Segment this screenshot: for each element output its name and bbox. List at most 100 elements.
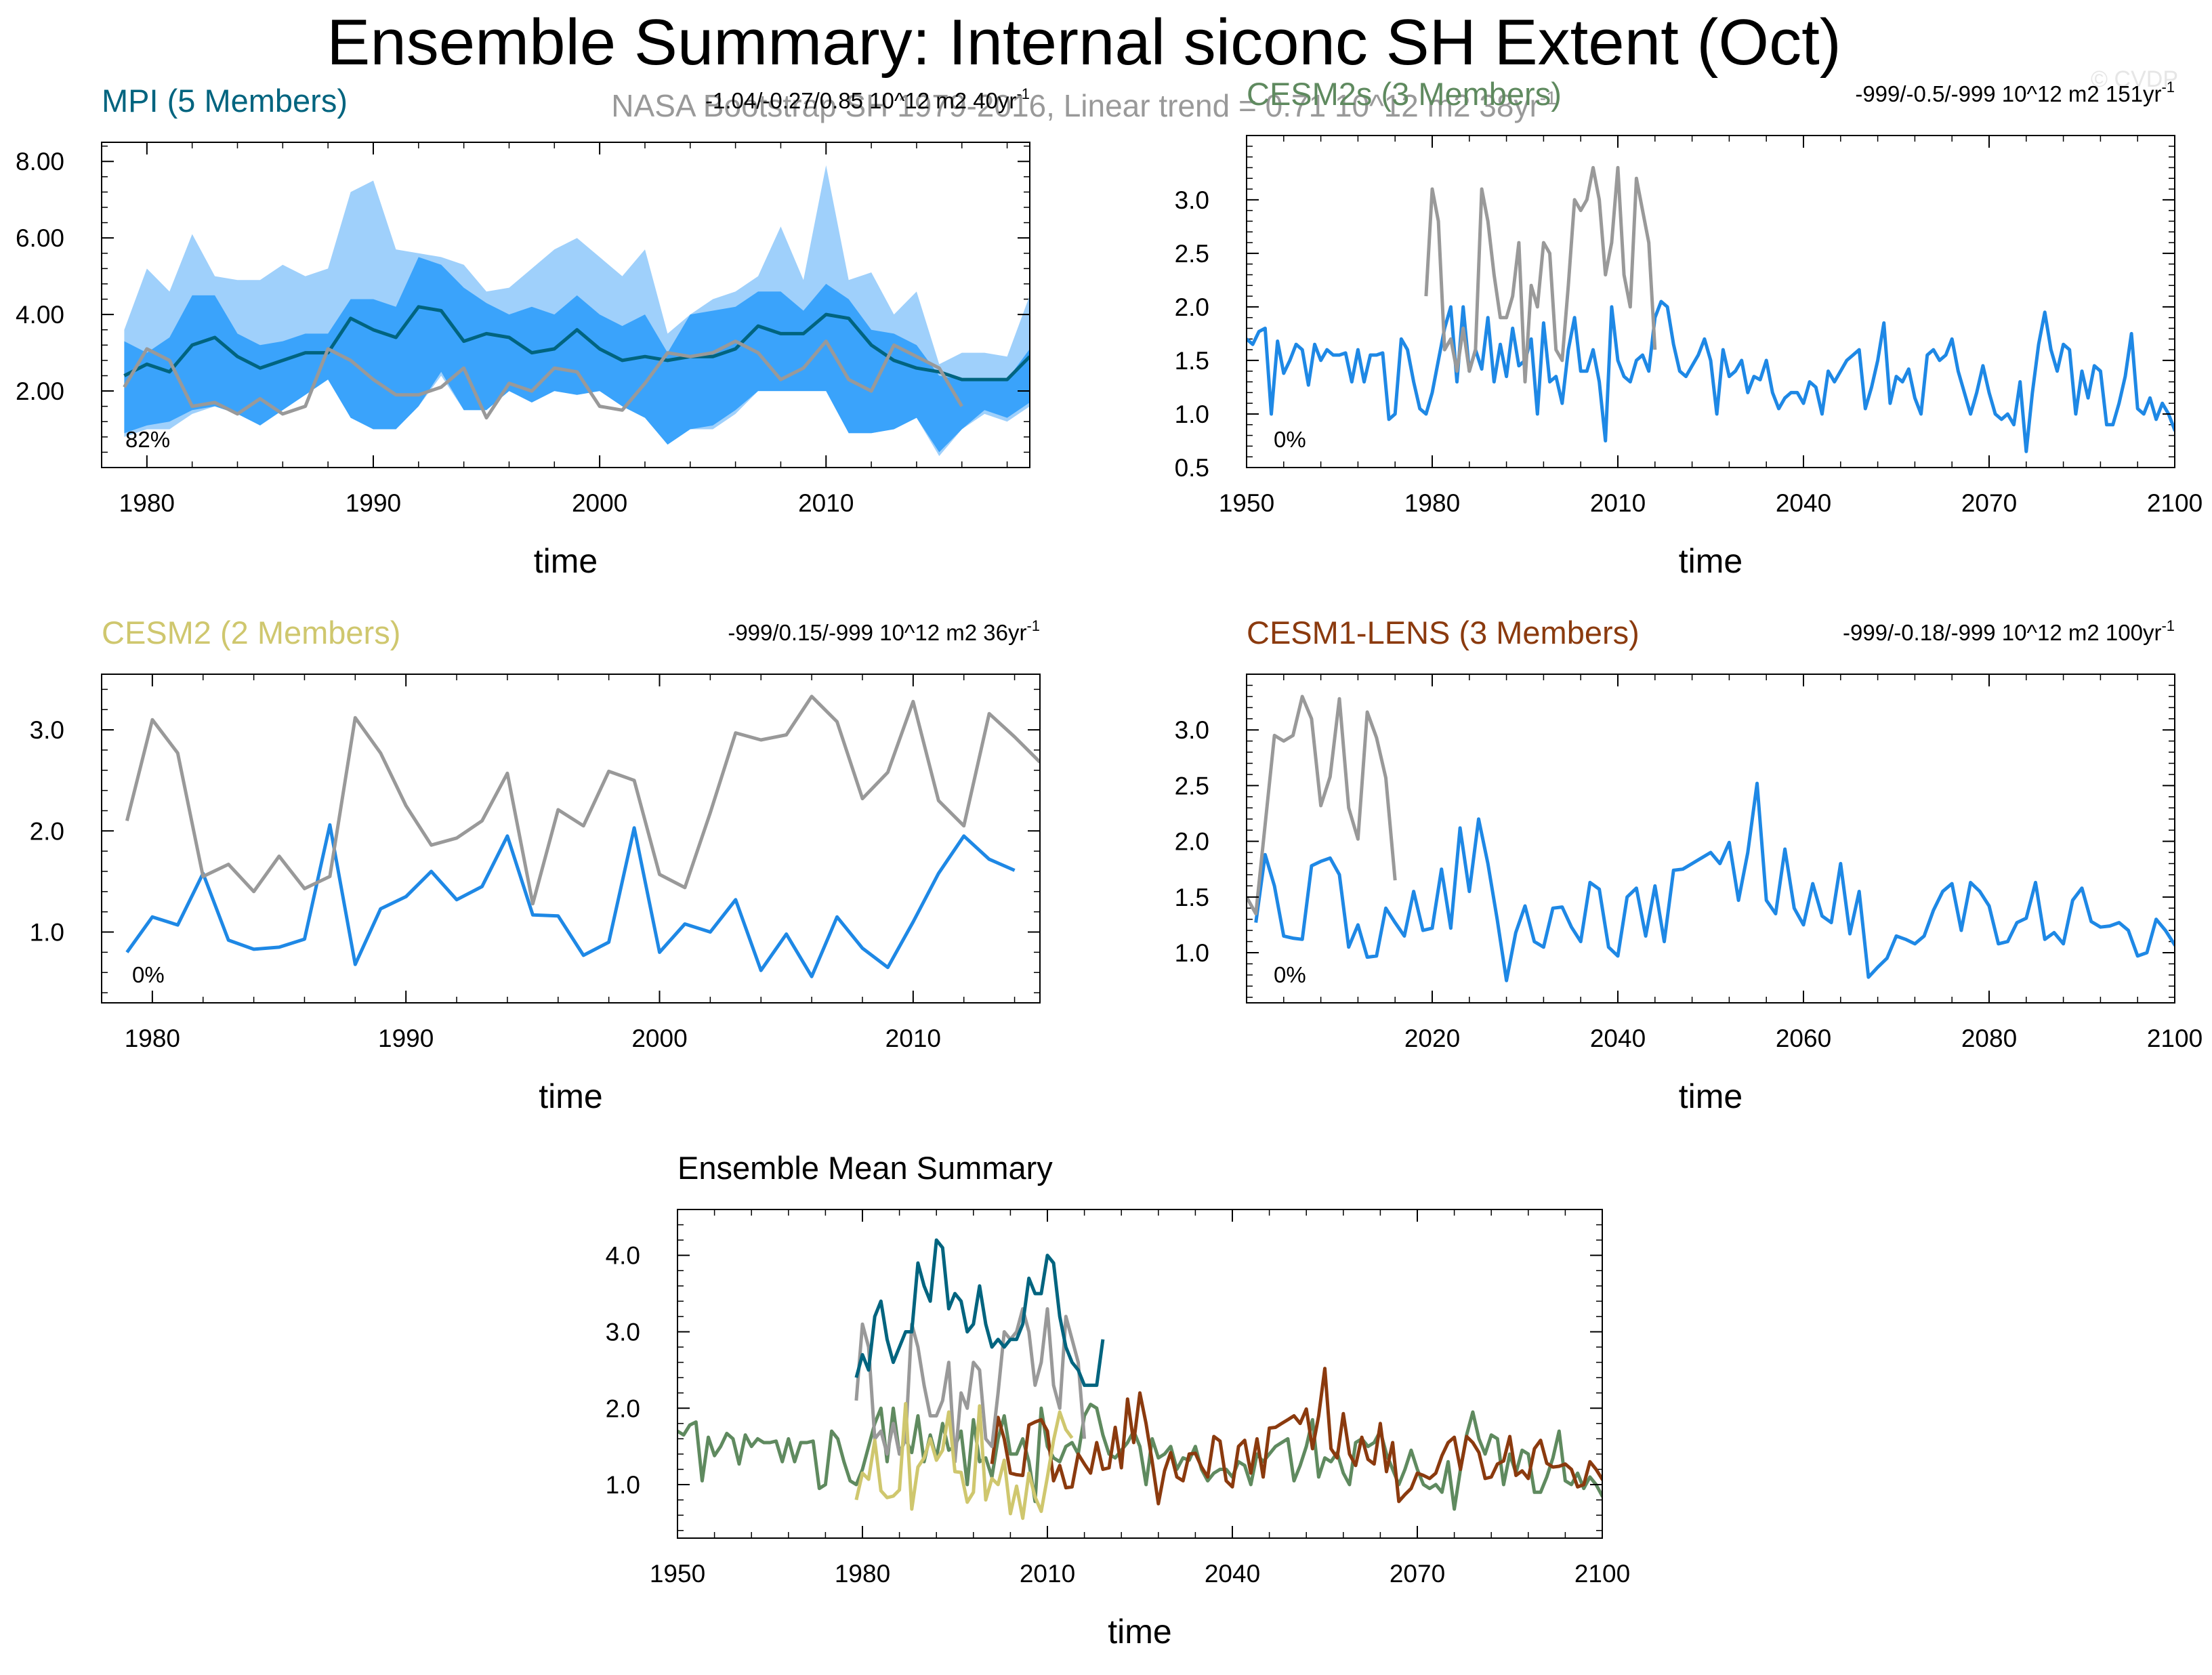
- y-tick-label: 2.0: [1175, 293, 1209, 321]
- y-tick-label: 2.0: [606, 1394, 640, 1422]
- series-cesm2s-member: [1247, 299, 2175, 453]
- panel-title: MPI (5 Members): [102, 83, 348, 119]
- percent-label: 0%: [1274, 427, 1306, 452]
- trend-sup: -1: [1026, 617, 1040, 634]
- series-cesm2: [854, 1402, 1074, 1521]
- chart-lens: 2020 2040 2060 2080 2100 1.0 1.5 2.0 2.5 3.0 time C…: [1175, 615, 2203, 1115]
- x-tick-label: 1990: [378, 1025, 434, 1052]
- watermark: © CVDP: [2091, 66, 2178, 92]
- x-tick-label: 1980: [835, 1560, 890, 1588]
- y-tick-label: 2.0: [1175, 828, 1209, 856]
- x-tick-label: 2100: [2147, 489, 2203, 517]
- x-axis-label: time: [1108, 1613, 1171, 1651]
- trend-text: -999/-0.18/-999 10^12 m2 100yr: [1843, 620, 2161, 645]
- trend-label: -999/-0.18/-999 10^12 m2 100yr-1: [1843, 617, 2175, 645]
- x-tick-label: 2000: [631, 1025, 687, 1052]
- panels: 1980 1990 2000 2010 2.00 4.00 6.00 8.00 time MPI …: [16, 76, 2203, 1651]
- y-tick-label: 3.0: [1175, 186, 1209, 214]
- chart-mpi: 1980 1990 2000 2010 2.00 4.00 6.00 8.00 time MPI …: [16, 83, 1030, 580]
- y-tick-label: 2.00: [16, 377, 64, 405]
- x-tick-label: 2070: [1961, 489, 2017, 517]
- percent-label: 0%: [132, 962, 165, 987]
- y-tick-label: 1.5: [1175, 347, 1209, 375]
- x-axis-label: time: [1679, 542, 1743, 580]
- x-axis-label: time: [539, 1077, 602, 1115]
- y-tick-label: 8.00: [16, 148, 64, 175]
- plot-frame: [677, 1209, 1603, 1539]
- y-tick-label: 6.00: [16, 224, 64, 252]
- x-tick-label: 2100: [1574, 1560, 1630, 1588]
- series-nasa-bootstrap-sh: [854, 1307, 1087, 1464]
- trend-text: -999/-0.5/-999 10^12 m2 151yr: [1855, 81, 2161, 106]
- x-tick-label: 2040: [1590, 1025, 1646, 1052]
- x-tick-label: 2010: [885, 1025, 941, 1052]
- y-tick-label: 2.5: [1175, 240, 1209, 268]
- band-range: [124, 257, 1030, 453]
- plot-frame: [1246, 135, 2175, 468]
- panel-title: CESM1-LENS (3 Members): [1247, 615, 1640, 650]
- y-tick-label: 4.00: [16, 301, 64, 329]
- series-cesm2-member: [125, 823, 1016, 978]
- series-nasa-bootstrap-sh: [125, 695, 1040, 906]
- obs-trend-text: NASA Bootstrap SH 1979-2016, Linear tren…: [611, 88, 1540, 123]
- panel-title: Ensemble Mean Summary: [677, 1150, 1053, 1186]
- x-tick-label: 1980: [1404, 489, 1460, 517]
- y-tick-label: 1.0: [1175, 939, 1209, 967]
- plot-frame: [101, 142, 1030, 468]
- x-axis-label: time: [1679, 1077, 1743, 1115]
- x-tick-label: 2040: [1205, 1560, 1260, 1588]
- y-tick-label: 4.0: [606, 1242, 640, 1270]
- y-tick-label: 1.5: [1175, 884, 1209, 911]
- y-tick-label: 1.0: [30, 919, 64, 947]
- obs-trend-label: NASA Bootstrap SH 1979-2016, Linear tren…: [611, 87, 1556, 123]
- chart-cesm2s: 1950 1980 2010 2040 2070 2100 0.5 1.0 1.5 2.0 2.5 3…: [1175, 76, 2203, 580]
- trend-label: -1.04/-0.27/0.85 10^12 m2 40yr-1: [705, 85, 1030, 113]
- plot-frame: [1246, 674, 2175, 1004]
- x-tick-label: 2070: [1390, 1560, 1445, 1588]
- y-tick-label: 3.0: [606, 1318, 640, 1346]
- percent-label: 0%: [1274, 962, 1306, 987]
- trend-sup: -1: [2161, 79, 2175, 96]
- trend-label: -999/0.15/-999 10^12 m2 36yr-1: [728, 617, 1040, 645]
- y-tick-label: 0.5: [1175, 454, 1209, 482]
- y-tick-label: 1.0: [1175, 400, 1209, 428]
- x-tick-label: 2010: [1020, 1560, 1075, 1588]
- x-tick-label: 1950: [1219, 489, 1274, 517]
- panel-title: CESM2s (3 Members): [1247, 76, 1562, 112]
- x-tick-label: 2020: [1404, 1025, 1460, 1052]
- y-tick-label: 1.0: [606, 1471, 640, 1499]
- y-tick-label: 3.0: [1175, 716, 1209, 744]
- trend-text: -1.04/-0.27/0.85 10^12 m2 40yr: [705, 88, 1016, 113]
- trend-sup: -1: [2161, 617, 2175, 634]
- y-tick-label: 2.5: [1175, 772, 1209, 800]
- series-cesm1-lens-member: [1254, 781, 2175, 983]
- x-tick-label: 2040: [1776, 489, 1831, 517]
- x-tick-label: 2000: [572, 489, 627, 517]
- x-tick-label: 1980: [125, 1025, 180, 1052]
- trend-sup: -1: [1016, 85, 1030, 102]
- x-axis-label: time: [534, 542, 598, 580]
- series-nasa-bootstrap-sh: [1247, 695, 1397, 915]
- plot-frame: [101, 674, 1041, 1004]
- trend-text: -999/0.15/-999 10^12 m2 36yr: [728, 620, 1026, 645]
- series-mpi-ensemble-mean: [123, 305, 1030, 381]
- series-mpi: [854, 1238, 1105, 1387]
- x-tick-label: 1990: [346, 489, 401, 517]
- chart-cesm2: 1980 1990 2000 2010 1.0 2.0 3.0 time CESM2 (2 Me…: [30, 615, 1041, 1115]
- x-tick-label: 2060: [1776, 1025, 1831, 1052]
- y-tick-label: 3.0: [30, 716, 64, 744]
- y-tick-label: 2.0: [30, 817, 64, 845]
- percent-label: 82%: [125, 427, 170, 452]
- obs-trend-sup: -1: [1540, 87, 1557, 108]
- x-tick-label: 1950: [650, 1560, 705, 1588]
- trend-label: -999/-0.5/-999 10^12 m2 151yr-1: [1855, 79, 2175, 106]
- series-nasa-bootstrap-sh: [1424, 165, 1657, 384]
- series-nasa-bootstrap-sh: [123, 339, 963, 420]
- x-tick-label: 2010: [1590, 489, 1646, 517]
- figure-title: Ensemble Summary: Internal siconc SH Ext…: [327, 6, 1841, 79]
- series-cesm1-lens: [990, 1367, 1602, 1506]
- x-tick-label: 2100: [2147, 1025, 2203, 1052]
- x-tick-label: 1980: [119, 489, 175, 517]
- x-tick-label: 2010: [798, 489, 854, 517]
- panel-title: CESM2 (2 Members): [102, 615, 400, 650]
